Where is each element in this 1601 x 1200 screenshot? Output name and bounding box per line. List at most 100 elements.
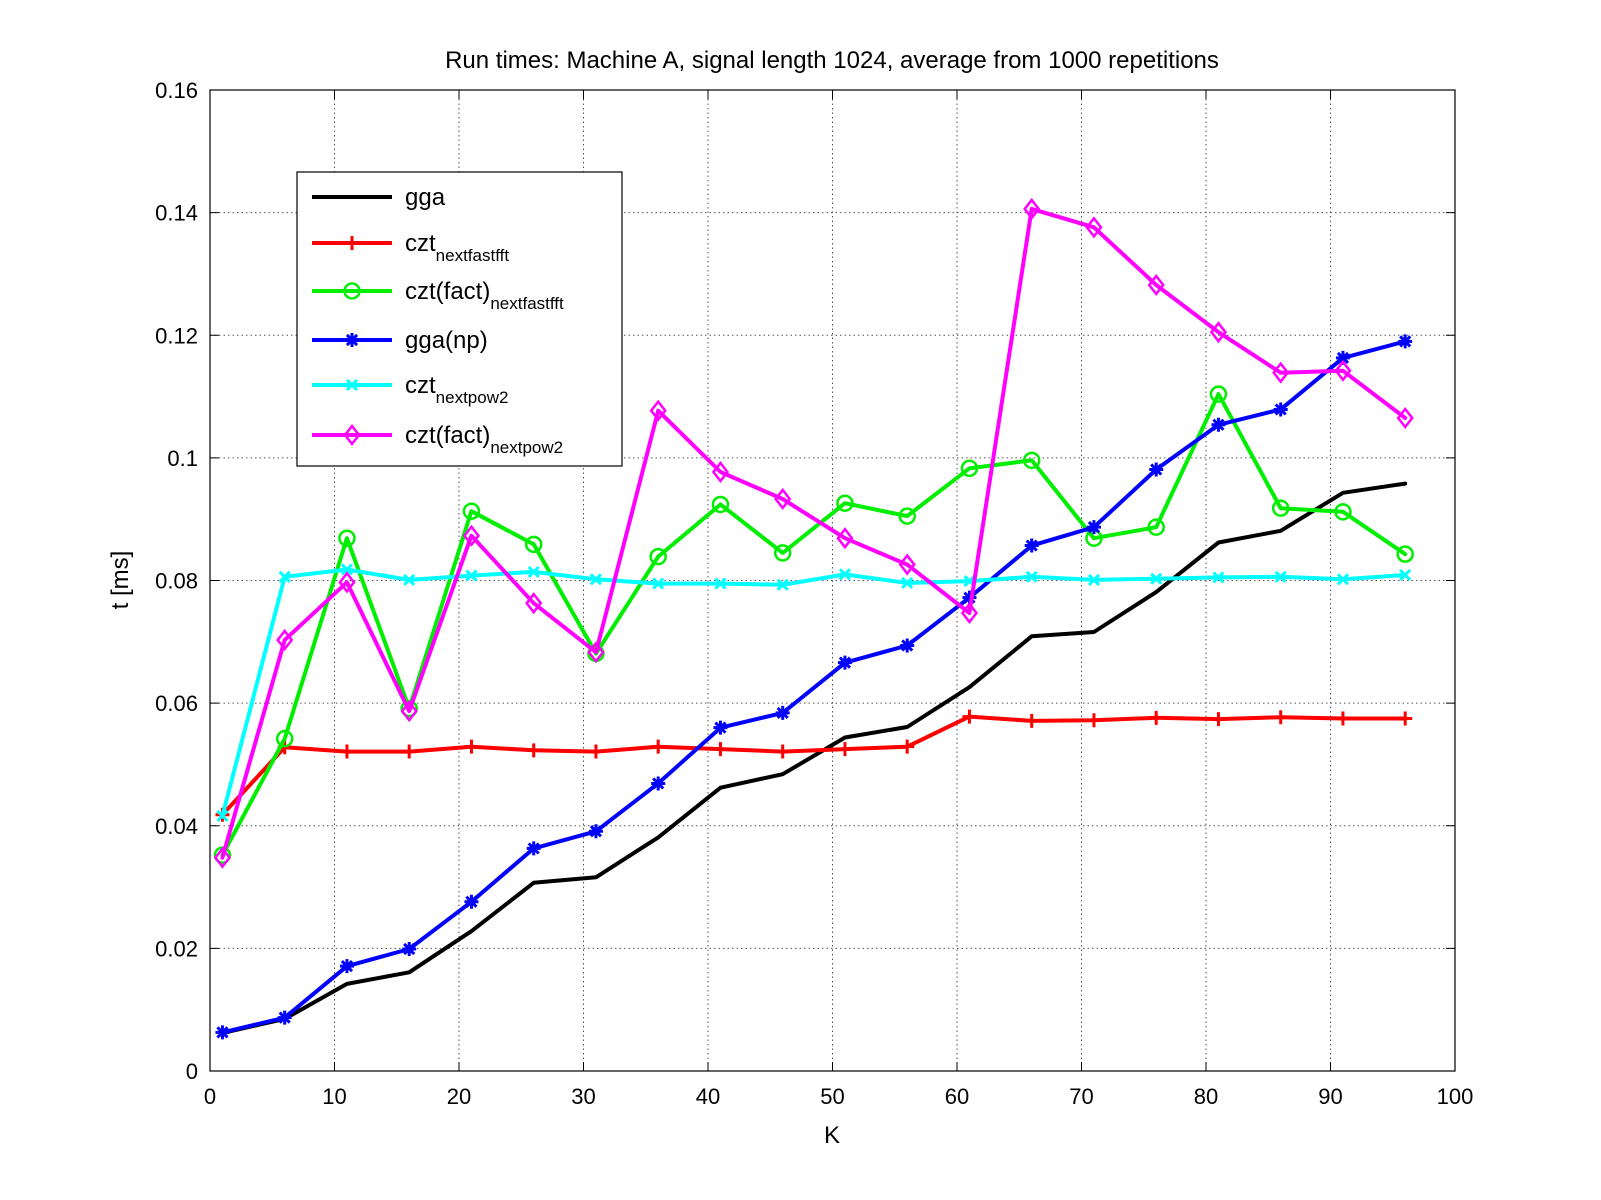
asterisk-glyph [651,776,666,791]
legend-label: gga(np) [405,327,488,354]
x-glyph [1399,568,1412,582]
x-tick-label: 30 [571,1084,595,1109]
data-point [962,709,977,724]
plus-glyph [837,742,852,757]
data-point [1398,334,1413,349]
diamond-glyph [338,571,356,594]
x-glyph [278,570,291,583]
data-point [526,841,541,856]
series-gga-np [215,334,1413,1040]
x-glyph [1274,570,1287,583]
data-point [1211,712,1226,727]
circle-glyph [338,529,356,547]
x-glyph [1150,572,1163,585]
x-tick-label: 20 [447,1084,471,1109]
data-point [649,547,667,566]
asterisk-glyph [1149,462,1164,477]
x-tick-label: 50 [820,1084,844,1109]
data-point [900,739,915,754]
data-point [774,487,792,510]
x-tick-label: 40 [696,1084,720,1109]
data-point [1022,451,1041,470]
asterisk-glyph [1273,402,1288,417]
legend-label-subscript: nextfastfft [490,294,564,313]
data-point [1396,406,1414,430]
data-point [776,578,789,591]
series-line [220,392,1408,858]
x-glyph [340,563,354,576]
plus-glyph [402,744,417,759]
diamond-glyph [213,846,232,869]
series-czt-nextpow2 [216,563,1412,823]
legend-label-main: gga(np) [405,327,488,354]
legend-label-main: czt [405,230,436,257]
data-point [1209,321,1228,344]
data-point [339,744,354,759]
legend-swatch-marker [345,333,359,347]
data-point [773,544,792,562]
legend-label-subscript: nextpow2 [436,388,509,407]
data-point [714,577,727,590]
plus-glyph [1335,711,1350,726]
data-point [1335,350,1350,365]
data-point [464,739,479,754]
data-point [1086,520,1101,535]
legend-label: czt(fact)nextfastfft [405,278,564,313]
data-point [402,941,417,956]
data-point [898,507,916,525]
legend-label-subscript: nextfastfft [436,246,510,265]
data-point [1087,573,1101,586]
asterisk-glyph [277,1010,292,1025]
circle-glyph [1271,499,1290,517]
data-point [836,494,854,512]
diamond-glyph [462,524,481,547]
diamond-glyph [587,641,605,664]
data-point [1149,462,1164,477]
diamond-glyph [1209,321,1228,344]
y-tick-label: 0.16 [155,78,198,103]
diamond-glyph [711,460,730,484]
diamond-glyph [1023,197,1041,220]
x-axis-label: K [824,1122,840,1149]
data-point [340,563,354,576]
data-point [1334,359,1352,382]
asterisk-glyph [1398,334,1413,349]
series-czt-fact-nextpow2 [213,197,1414,869]
asterisk-glyph [1024,538,1039,553]
x-tick-label: 90 [1318,1084,1342,1109]
diamond-glyph [343,423,361,447]
series-line [220,567,1408,818]
y-tick-label: 0.06 [155,691,198,716]
plus-glyph [345,236,359,250]
data-point [277,1010,292,1025]
series-line [220,339,1408,1035]
asterisk-glyph [1335,350,1350,365]
data-point [400,700,418,723]
legend-entry: cztnextfastfft [312,230,509,265]
data-point [901,576,914,590]
plus-glyph [464,739,479,754]
circle-glyph [524,535,543,554]
data-point [339,959,354,974]
diamond-glyph [774,487,792,510]
data-point [652,577,665,590]
data-point [338,571,356,594]
series-line [220,206,1408,860]
circle-glyph [343,282,361,300]
plus-glyph [713,742,728,757]
x-glyph [652,577,665,590]
legend-label: gga [405,184,446,211]
circle-glyph [773,544,792,562]
x-glyph [527,565,540,578]
plus-glyph [775,744,790,759]
diamond-glyph [960,601,979,625]
legend-swatch-marker [343,423,361,447]
asterisk-glyph [345,333,359,347]
circle-glyph [1334,503,1352,521]
plus-glyph [651,739,666,754]
data-point [838,568,852,581]
plus-glyph [1024,713,1039,728]
asterisk-glyph [588,824,603,839]
series-layer [213,197,1414,1040]
asterisk-glyph [837,655,852,670]
